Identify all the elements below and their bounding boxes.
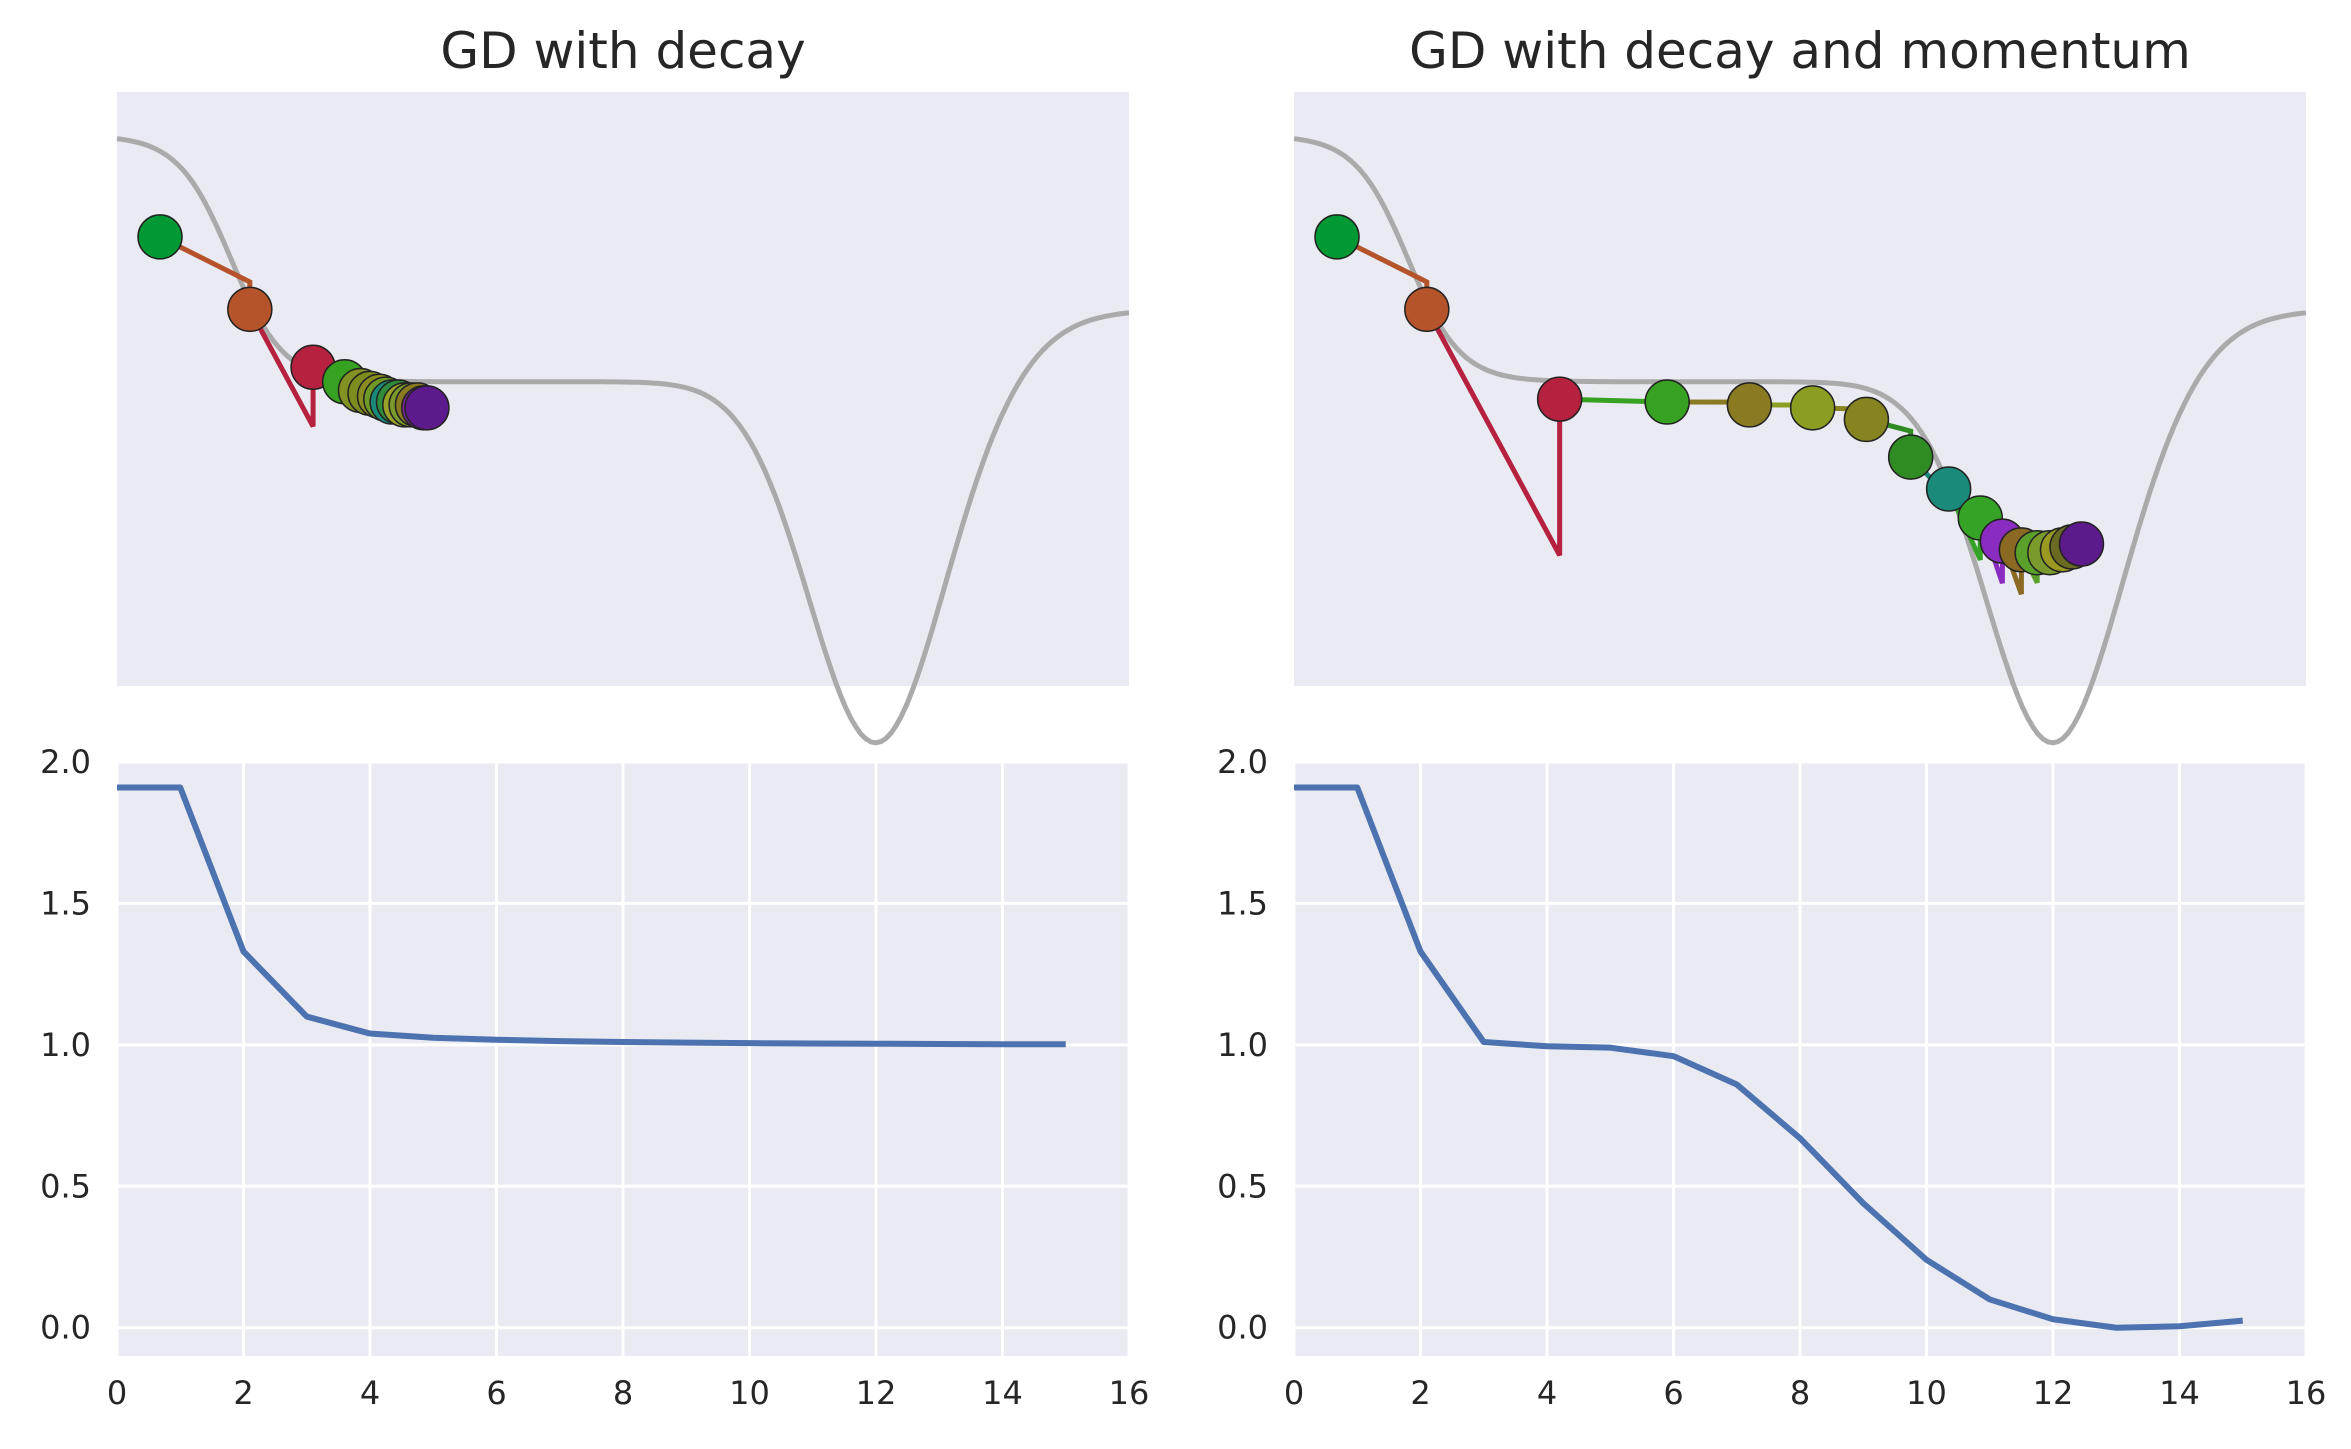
x-tick-label: 16	[1109, 1374, 1150, 1412]
step-point	[1925, 466, 1972, 512]
step-point	[1536, 376, 1583, 422]
landscape-curve	[1293, 136, 2307, 746]
trajectory-right	[1293, 136, 2307, 746]
loss-line	[1294, 784, 2244, 1331]
y-tick-label: 0.0	[40, 1309, 91, 1347]
x-tick-label: 4	[360, 1374, 380, 1412]
step-point	[2058, 521, 2105, 567]
step-point	[1789, 385, 1836, 431]
y-tick-label: 1.5	[40, 884, 91, 922]
x-tick-label: 10	[1906, 1374, 1947, 1412]
loss-line	[117, 784, 1066, 1048]
y-tick-label: 0.5	[40, 1167, 91, 1205]
title-left: GD with decay	[440, 22, 805, 80]
step-point	[227, 286, 273, 333]
step-point	[1887, 434, 1934, 480]
y-tick-label: 1.0	[40, 1026, 91, 1064]
x-tick-label: 14	[2159, 1374, 2200, 1412]
x-tick-label: 14	[982, 1374, 1023, 1412]
x-tick-label: 6	[486, 1374, 506, 1412]
x-tick-label: 0	[107, 1374, 127, 1412]
panel-bottom-left: 0 2 4 6 8 10 12 14 16 0.0 0.5 1.0 1.5 2.0	[40, 743, 1149, 1412]
step-point	[1726, 382, 1773, 428]
x-tick-label: 12	[2033, 1374, 2074, 1412]
x-tick-label: 10	[729, 1374, 770, 1412]
step-point	[1644, 379, 1690, 425]
x-tick-label: 6	[1663, 1374, 1683, 1412]
title-right: GD with decay and momentum	[1409, 22, 2191, 80]
y-tick-label: 0.5	[1217, 1167, 1268, 1205]
step-point	[1314, 214, 1360, 260]
x-tick-label: 16	[2286, 1374, 2327, 1412]
panel-top-left: GD with decay	[116, 22, 1130, 746]
landscape-curve	[116, 136, 1130, 746]
trajectory-left	[116, 136, 1130, 746]
loss-right: 0 2 4 6 8 10 12 14 16 0.0 0.5 1.0 1.5 2.0	[1217, 743, 2326, 1412]
x-tick-label: 12	[856, 1374, 897, 1412]
panel-top-right: GD with decay and momentum	[1293, 22, 2307, 746]
step-segment	[1424, 308, 1563, 557]
panel-bottom-right: 0 2 4 6 8 10 12 14 16 0.0 0.5 1.0 1.5 2.0	[1217, 743, 2326, 1412]
x-tick-label: 2	[1410, 1374, 1430, 1412]
step-point	[137, 214, 183, 260]
x-tick-label: 8	[613, 1374, 633, 1412]
x-tick-label: 2	[233, 1374, 253, 1412]
x-tick-label: 8	[1790, 1374, 1810, 1412]
y-tick-label: 0.0	[1217, 1309, 1268, 1347]
step-point	[404, 385, 450, 431]
plot-area-top-left	[117, 92, 1129, 686]
y-tick-label: 1.5	[1217, 884, 1268, 922]
step-point	[1843, 396, 1890, 443]
x-tick-label: 0	[1284, 1374, 1304, 1412]
y-tick-label: 2.0	[40, 743, 91, 781]
x-tick-label: 4	[1537, 1374, 1557, 1412]
step-point	[1404, 286, 1450, 333]
loss-left: 0 2 4 6 8 10 12 14 16 0.0 0.5 1.0 1.5 2.0	[40, 743, 1149, 1412]
y-tick-label: 2.0	[1217, 743, 1268, 781]
y-tick-label: 1.0	[1217, 1026, 1268, 1064]
